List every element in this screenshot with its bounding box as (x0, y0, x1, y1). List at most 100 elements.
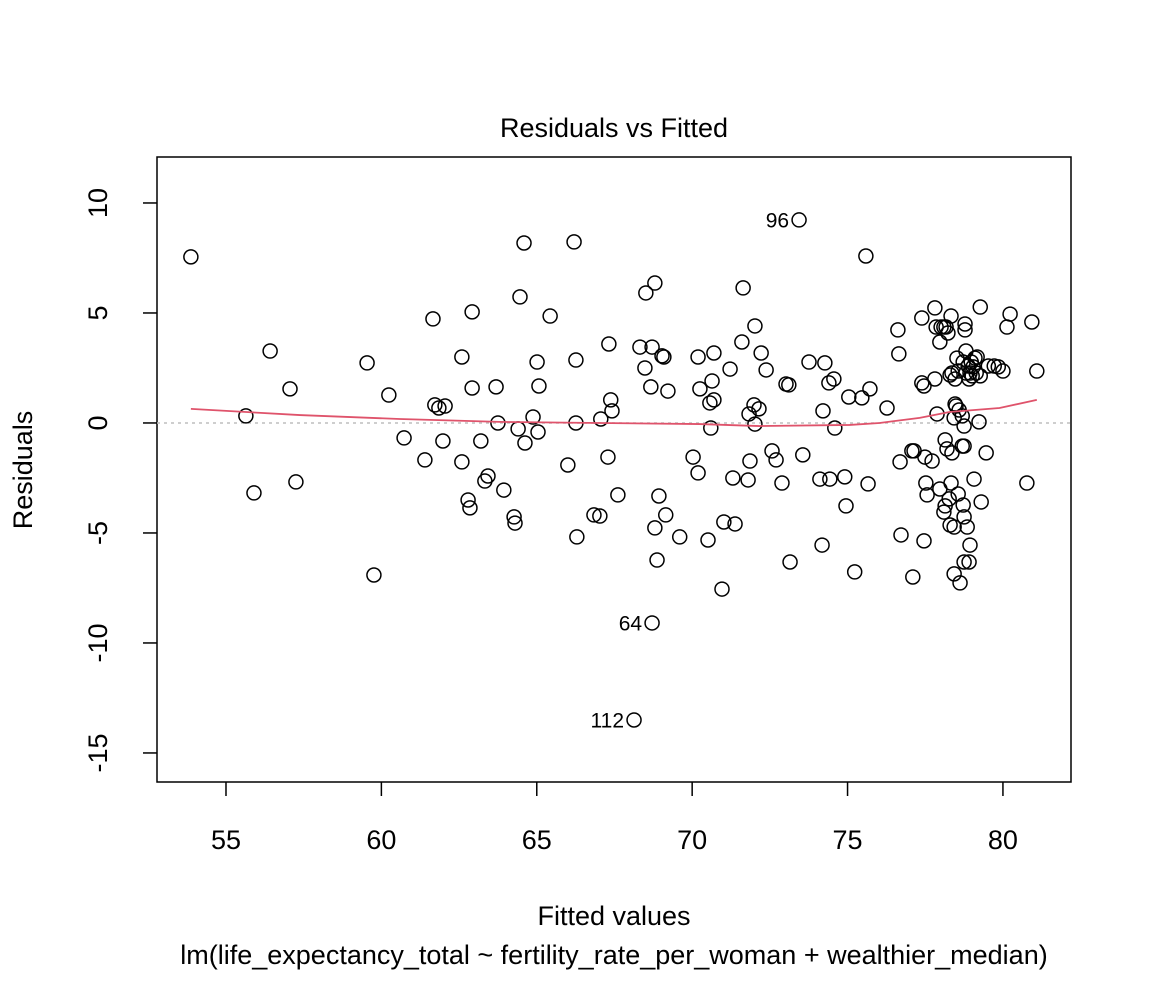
point (480, 468, 496, 484)
point (964, 368, 980, 384)
point (995, 363, 1011, 379)
point (600, 449, 616, 465)
point (916, 378, 932, 394)
point-label: 112 (591, 710, 624, 733)
point (530, 424, 546, 440)
x-tick-label: 80 (988, 825, 1018, 855)
plot-frame (156, 156, 1072, 783)
point (529, 354, 545, 370)
point (950, 363, 966, 379)
point (927, 300, 943, 316)
point (801, 354, 817, 370)
point (916, 533, 932, 549)
point (431, 400, 447, 416)
point (917, 449, 933, 465)
point (632, 339, 648, 355)
point (507, 515, 523, 531)
point (660, 383, 676, 399)
point (826, 371, 842, 387)
point (517, 435, 533, 451)
point (846, 564, 863, 580)
point (795, 447, 811, 463)
point (644, 615, 660, 631)
point (381, 387, 397, 403)
point (692, 381, 708, 397)
point (510, 421, 526, 437)
point (957, 322, 973, 338)
point (488, 379, 504, 395)
point (602, 392, 619, 408)
point (972, 299, 989, 315)
point (919, 487, 935, 503)
point (604, 403, 620, 419)
point (714, 581, 730, 597)
point (742, 453, 758, 469)
point (914, 310, 930, 326)
point (490, 415, 506, 431)
point (262, 343, 278, 359)
point (638, 285, 654, 301)
point (1029, 363, 1045, 379)
point (506, 509, 522, 525)
point (454, 454, 470, 470)
subtitle: lm(life_expectancy_total ~ fertility_rat… (180, 940, 1047, 970)
point (966, 471, 982, 487)
point (592, 508, 608, 524)
point (956, 554, 972, 570)
point (657, 507, 674, 523)
point (841, 389, 857, 405)
point-label: 64 (619, 612, 643, 635)
y-tick-label: 0 (83, 415, 113, 430)
point (702, 395, 718, 411)
point (647, 275, 663, 291)
point (937, 432, 953, 448)
smooth-line (190, 398, 1038, 427)
point (569, 529, 585, 545)
point (827, 420, 843, 436)
point (464, 304, 480, 320)
point (183, 249, 199, 265)
point (700, 532, 716, 548)
point (815, 403, 831, 419)
point (601, 336, 617, 352)
point (437, 398, 453, 414)
point (952, 575, 968, 591)
point (1002, 306, 1018, 322)
point (734, 334, 750, 350)
point (610, 487, 626, 503)
y-tick-label: -15 (83, 733, 113, 772)
point (654, 348, 670, 364)
point (716, 514, 732, 530)
point (690, 349, 706, 365)
y-tick-label: -5 (83, 521, 113, 545)
x-tick-label: 60 (366, 825, 396, 855)
point (516, 235, 532, 251)
point (366, 567, 382, 583)
point (477, 473, 493, 489)
x-tick-label: 65 (522, 825, 552, 855)
point (862, 381, 878, 397)
point (751, 401, 767, 417)
point (940, 325, 956, 341)
point (496, 482, 512, 498)
point (568, 352, 584, 368)
point (822, 471, 838, 487)
point (626, 712, 642, 728)
point (460, 492, 476, 508)
point (858, 248, 874, 264)
point (973, 494, 989, 510)
point (999, 319, 1015, 335)
point (690, 465, 706, 481)
point (837, 469, 853, 485)
point (890, 322, 906, 338)
point (821, 375, 837, 391)
point (282, 381, 298, 397)
point (685, 449, 701, 465)
point-label: 96 (766, 209, 789, 232)
point (656, 349, 672, 365)
point (955, 497, 971, 513)
x-tick-label: 75 (833, 825, 863, 855)
point (246, 485, 262, 501)
point (512, 289, 528, 305)
